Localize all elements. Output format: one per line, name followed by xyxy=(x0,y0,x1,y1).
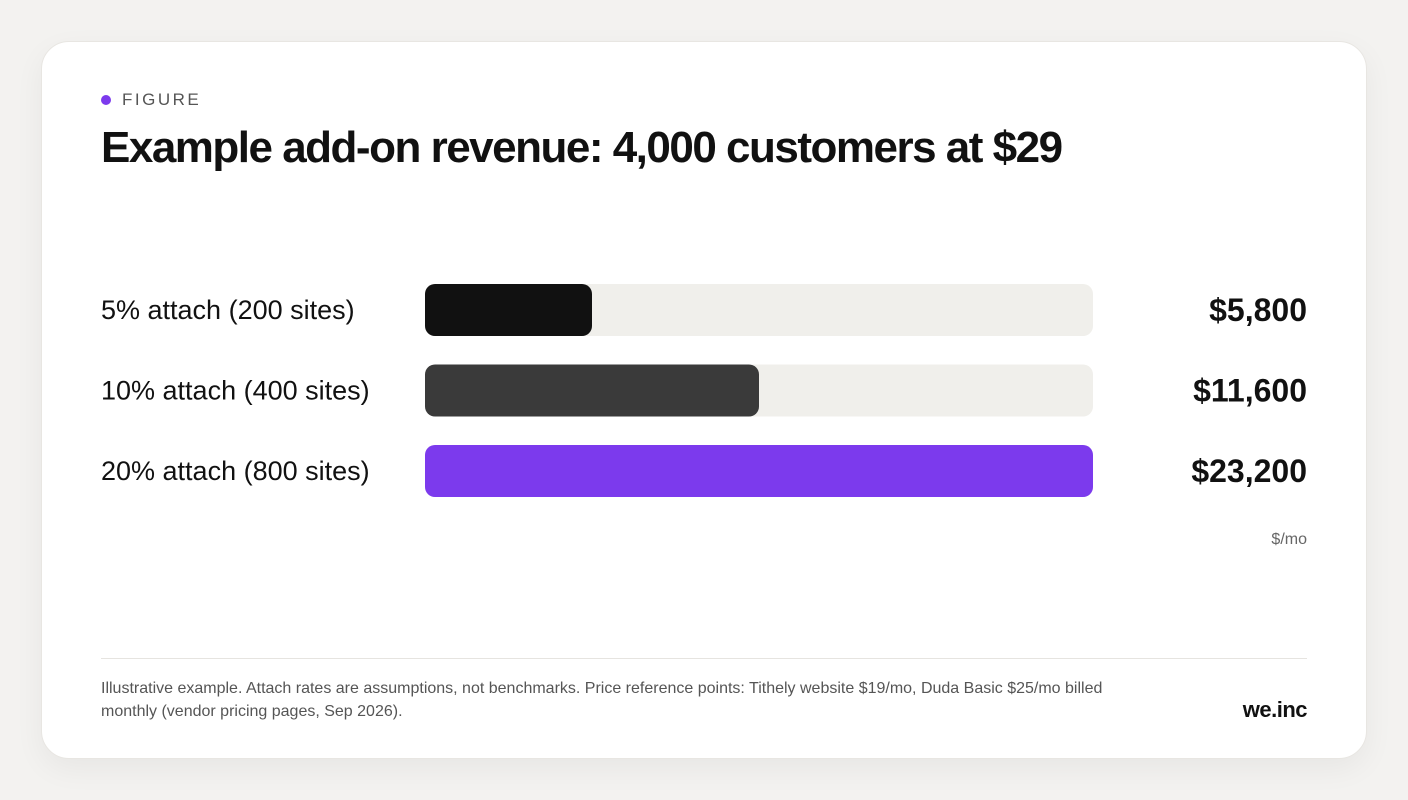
eyebrow-label: FIGURE xyxy=(122,90,202,109)
bar xyxy=(425,364,759,417)
bar xyxy=(425,284,592,336)
footer-divider xyxy=(101,658,1307,659)
bar-chart: 5% attach (200 sites) $5,800 10% attach (4… xyxy=(101,284,1307,554)
chart-title: Example add-on revenue: 4,000 customers … xyxy=(101,123,1063,172)
bar-label: 5% attach (200 sites) xyxy=(101,295,355,325)
figure-eyebrow: FIGURE xyxy=(101,90,201,110)
unit-label: $/mo xyxy=(1271,531,1307,548)
footnote: Illustrative example. Attach rates are a… xyxy=(101,680,1103,720)
bar-value-label: $5,800 xyxy=(1209,292,1307,328)
bar-value-label: $23,200 xyxy=(1191,453,1307,489)
chart-svg: 5% attach (200 sites) $5,800 10% attach (4… xyxy=(101,284,1307,548)
bar-label: 10% attach (400 sites) xyxy=(101,376,370,406)
bar xyxy=(425,445,1093,497)
figure-card: FIGURE Example add-on revenue: 4,000 cus… xyxy=(41,41,1367,759)
brand-logo: we.inc xyxy=(1242,697,1308,722)
bar-label: 20% attach (800 sites) xyxy=(101,456,370,486)
bar-value-label: $11,600 xyxy=(1193,373,1307,409)
bullet-dot-icon xyxy=(101,95,111,105)
